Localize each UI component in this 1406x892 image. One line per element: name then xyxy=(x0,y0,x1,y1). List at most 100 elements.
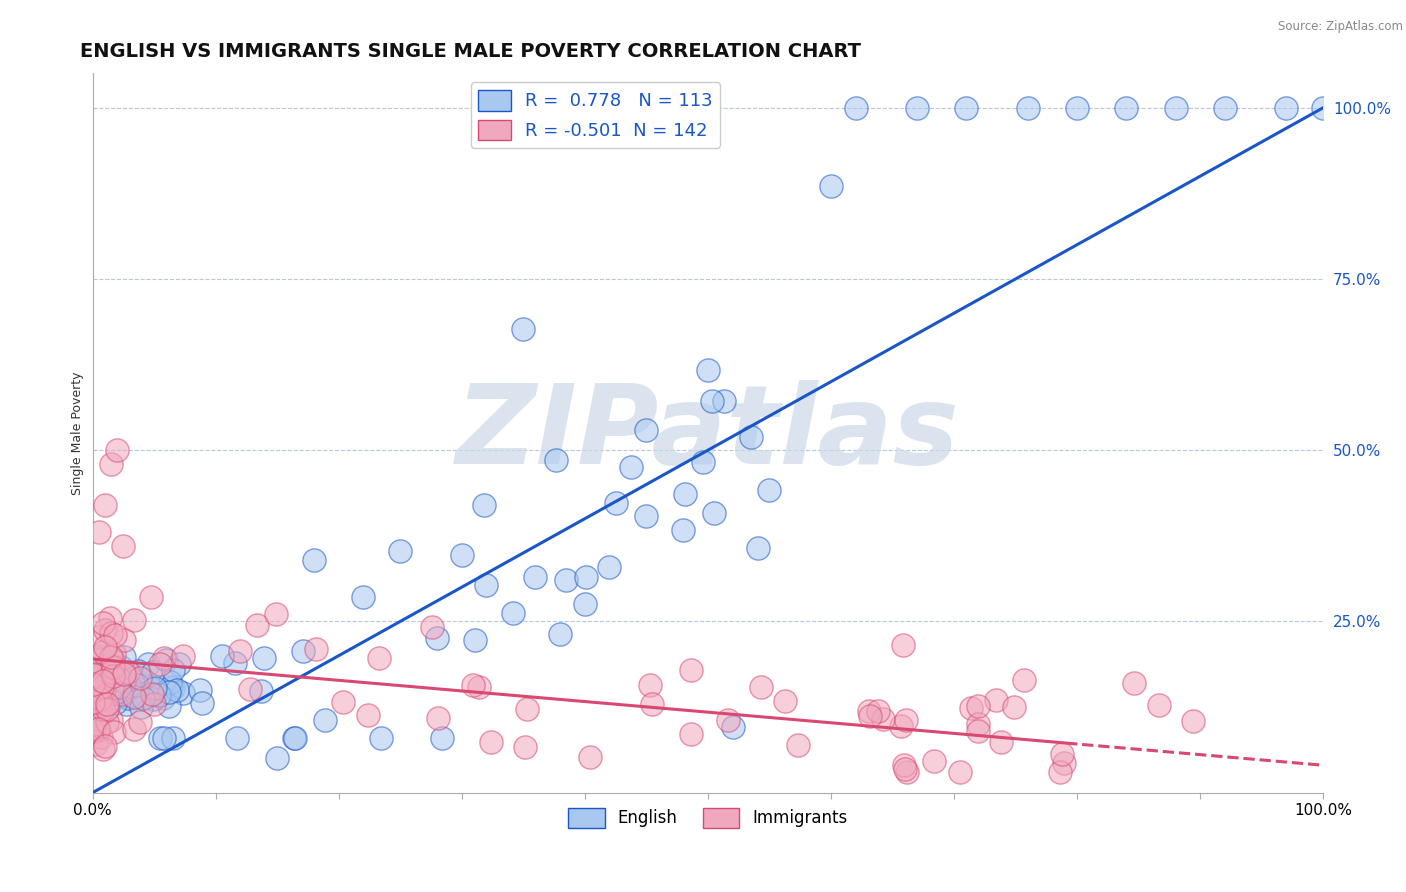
Point xyxy=(105,675,128,690)
Point xyxy=(636,509,658,524)
Point xyxy=(211,649,233,664)
Point xyxy=(84,737,107,751)
Point xyxy=(93,623,115,637)
Point xyxy=(108,673,131,688)
Point xyxy=(142,682,165,697)
Point xyxy=(122,723,145,737)
Y-axis label: Single Male Poverty: Single Male Poverty xyxy=(72,371,84,495)
Point xyxy=(162,731,184,745)
Point xyxy=(512,322,534,336)
Point xyxy=(86,688,108,702)
Point xyxy=(82,723,104,738)
Point xyxy=(153,650,176,665)
Point xyxy=(1123,676,1146,690)
Point xyxy=(450,548,472,562)
Point xyxy=(548,627,571,641)
Point xyxy=(619,460,641,475)
Point xyxy=(142,665,165,679)
Point xyxy=(162,664,184,678)
Point xyxy=(636,423,658,437)
Point xyxy=(112,539,135,553)
Point xyxy=(228,644,250,658)
Point xyxy=(90,674,112,689)
Point xyxy=(166,682,188,697)
Point xyxy=(83,717,105,731)
Point xyxy=(84,713,107,727)
Point xyxy=(103,654,125,668)
Point xyxy=(115,697,138,711)
Point xyxy=(90,682,112,697)
Point xyxy=(87,680,110,694)
Point xyxy=(141,590,163,604)
Point xyxy=(86,693,108,707)
Point xyxy=(172,686,194,700)
Point xyxy=(98,665,121,680)
Point xyxy=(104,628,127,642)
Point xyxy=(1164,101,1187,115)
Point xyxy=(96,702,118,716)
Point xyxy=(142,682,165,697)
Point xyxy=(758,483,780,498)
Point xyxy=(479,735,502,749)
Point xyxy=(949,765,972,780)
Point xyxy=(87,667,110,681)
Point xyxy=(91,702,114,716)
Point xyxy=(1115,101,1137,115)
Point xyxy=(112,688,135,702)
Point xyxy=(91,674,114,689)
Point xyxy=(82,708,104,723)
Point xyxy=(83,671,105,685)
Point xyxy=(787,739,810,753)
Point xyxy=(143,681,166,696)
Point xyxy=(574,597,596,611)
Point xyxy=(89,675,111,690)
Point xyxy=(697,362,720,376)
Point xyxy=(191,696,214,710)
Point xyxy=(117,665,139,680)
Point xyxy=(246,617,269,632)
Point xyxy=(142,697,165,711)
Point xyxy=(868,704,890,718)
Point xyxy=(905,101,928,115)
Point xyxy=(266,751,288,765)
Point xyxy=(97,699,120,714)
Point xyxy=(224,656,246,670)
Point xyxy=(112,649,135,664)
Point xyxy=(160,680,183,694)
Point xyxy=(352,590,374,604)
Point xyxy=(922,754,945,768)
Point xyxy=(83,708,105,723)
Point xyxy=(1012,673,1035,688)
Point xyxy=(1275,101,1298,115)
Point xyxy=(83,699,105,714)
Point xyxy=(679,727,702,741)
Point xyxy=(89,667,111,681)
Point xyxy=(304,642,326,657)
Point xyxy=(100,626,122,640)
Point xyxy=(332,695,354,709)
Point xyxy=(516,702,538,716)
Point xyxy=(104,696,127,710)
Point xyxy=(86,711,108,725)
Point xyxy=(955,101,977,115)
Point xyxy=(90,691,112,706)
Point xyxy=(100,714,122,728)
Point xyxy=(101,659,124,673)
Point xyxy=(967,698,990,713)
Point xyxy=(250,683,273,698)
Point xyxy=(638,678,661,692)
Point xyxy=(136,690,159,704)
Point xyxy=(117,690,139,705)
Point xyxy=(100,457,122,471)
Point xyxy=(896,764,918,779)
Point xyxy=(89,700,111,714)
Point xyxy=(155,653,177,667)
Point xyxy=(122,690,145,704)
Point xyxy=(87,630,110,644)
Point xyxy=(84,662,107,676)
Point xyxy=(468,680,491,694)
Point xyxy=(253,650,276,665)
Point xyxy=(129,681,152,696)
Point xyxy=(89,690,111,704)
Point xyxy=(420,619,443,633)
